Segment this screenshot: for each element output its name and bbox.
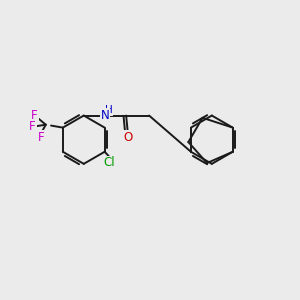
Text: F: F (31, 109, 38, 122)
Text: F: F (38, 130, 45, 143)
Text: O: O (123, 131, 132, 144)
Text: N: N (100, 109, 109, 122)
Text: F: F (29, 120, 36, 133)
Text: Cl: Cl (103, 157, 115, 169)
Text: H: H (105, 105, 113, 115)
